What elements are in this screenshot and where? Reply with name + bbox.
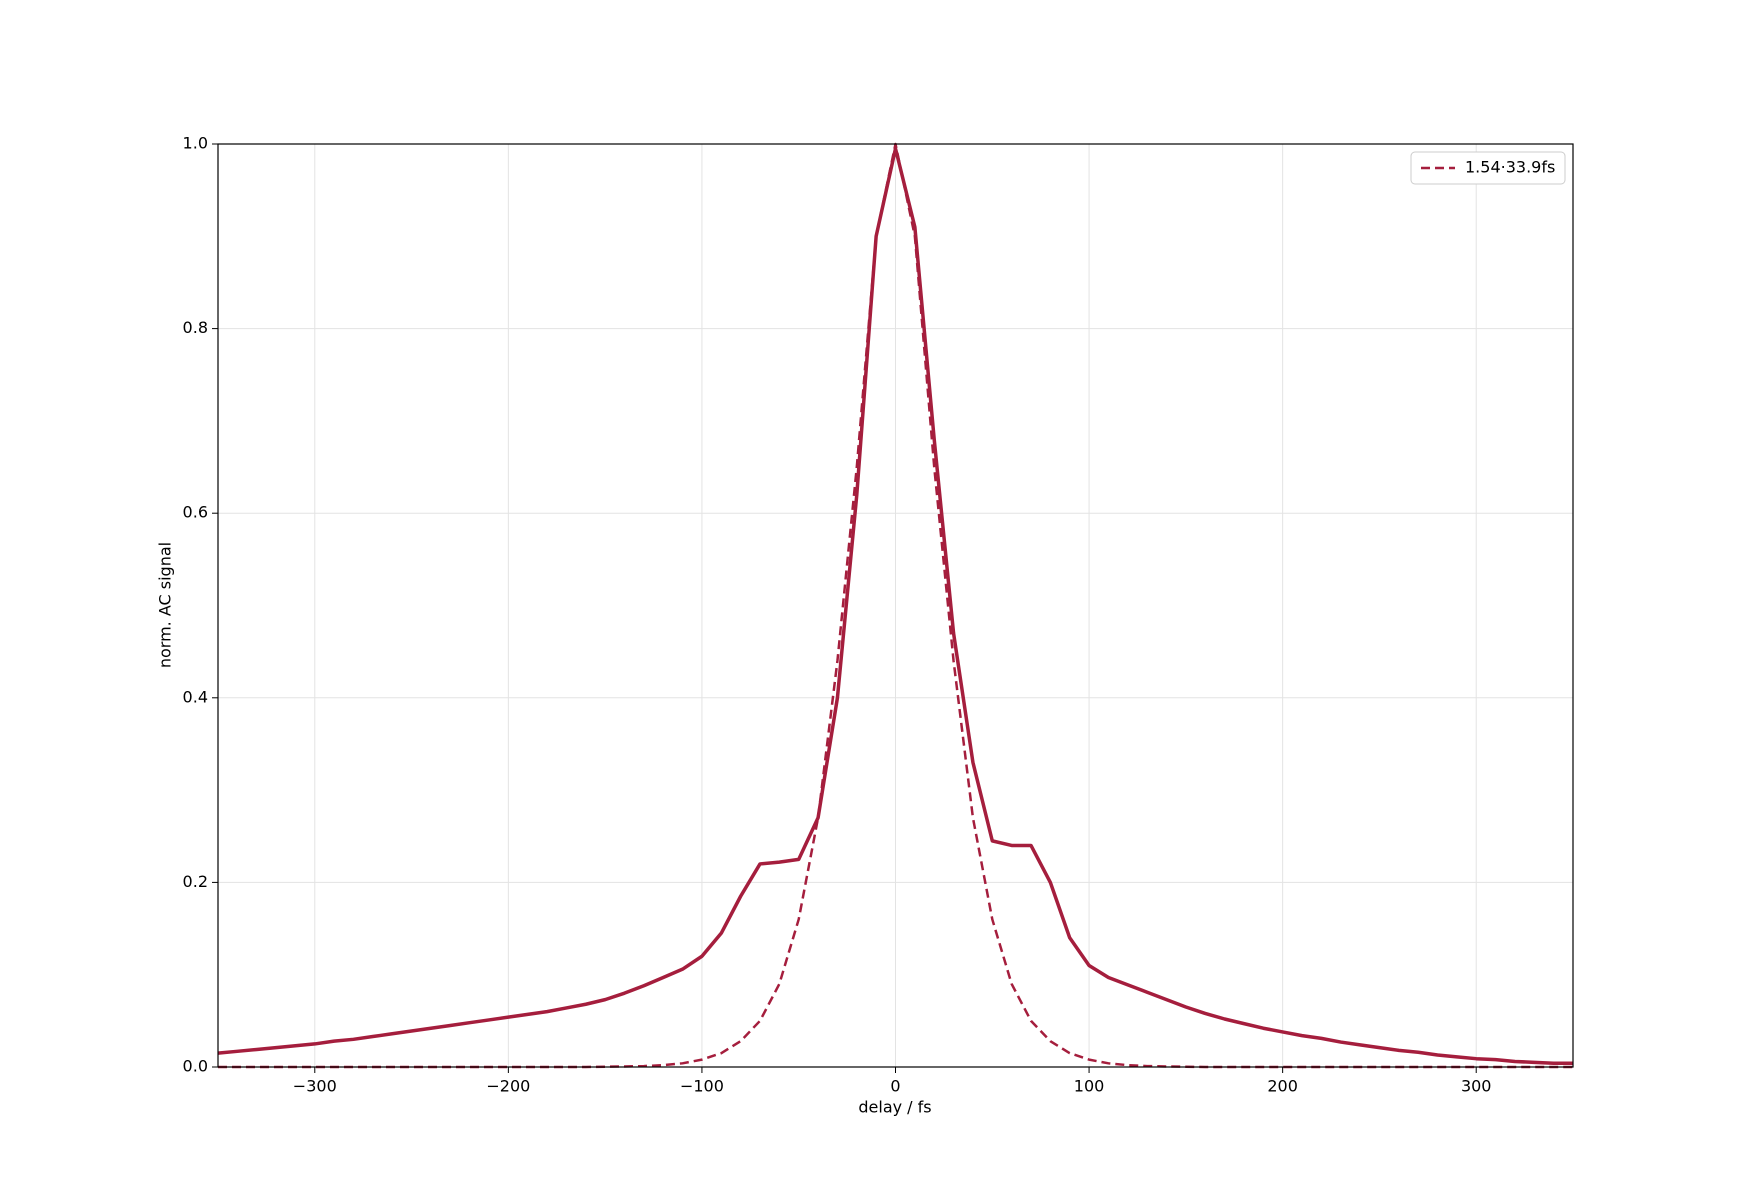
legend-box <box>1410 151 1566 185</box>
x-tick-label: 100 <box>1074 1077 1105 1096</box>
y-tick-label: 0.4 <box>183 687 208 706</box>
y-tick-label: 0.6 <box>183 503 208 522</box>
x-tick-label: 0 <box>890 1077 900 1096</box>
y-tick-label: 0.8 <box>183 318 208 337</box>
x-tick-label: −100 <box>680 1077 724 1096</box>
x-tick-label: 200 <box>1267 1077 1298 1096</box>
plot-frame <box>217 143 1574 1068</box>
y-tick-label: 0.0 <box>183 1057 208 1076</box>
x-tick-label: 300 <box>1461 1077 1492 1096</box>
legend-label: 1.54·33.9fs <box>1465 158 1555 177</box>
y-axis-label: norm. AC signal <box>156 542 175 668</box>
x-tick-label: −200 <box>486 1077 530 1096</box>
y-tick-label: 0.2 <box>183 872 208 891</box>
x-axis-label: delay / fs <box>858 1098 931 1117</box>
legend: 1.54·33.9fs <box>1410 151 1566 185</box>
x-tick-label: −300 <box>293 1077 337 1096</box>
y-tick-label: 1.0 <box>183 134 208 153</box>
